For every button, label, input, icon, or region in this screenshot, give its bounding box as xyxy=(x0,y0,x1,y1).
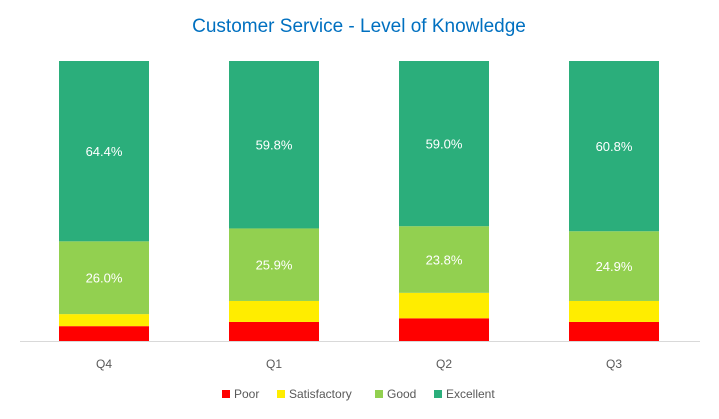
legend-label: Satisfactory xyxy=(289,387,352,401)
x-tick-label: Q3 xyxy=(606,357,622,371)
bar-segment-good-q4 xyxy=(59,241,149,315)
bar-segment-poor-q1 xyxy=(229,321,319,341)
data-label: 64.4% xyxy=(86,144,123,159)
bar-segment-poor-q3 xyxy=(569,321,659,341)
x-tick-label: Q1 xyxy=(266,357,282,371)
legend-item-excellent: Excellent xyxy=(434,387,495,401)
x-tick-label: Q2 xyxy=(436,357,452,371)
bar-segment-poor-q4 xyxy=(59,326,149,341)
bar-segment-satisfactory-q3 xyxy=(569,300,659,322)
data-label: 23.8% xyxy=(426,253,463,268)
legend-label: Excellent xyxy=(446,387,495,401)
bars: 26.0% 64.4% 25.9% 59.8% 23.8% 59.0% 24.9% 60.8% xyxy=(59,61,659,341)
data-label: 24.9% xyxy=(596,259,633,274)
legend-item-good: Good xyxy=(375,387,416,401)
legend-label: Good xyxy=(387,387,416,401)
x-tick-label: Q4 xyxy=(96,357,112,371)
chart-title: Customer Service - Level of Knowledge xyxy=(192,16,526,37)
legend-swatch xyxy=(277,390,285,398)
bar-segment-good-q2 xyxy=(399,226,489,293)
bar-segment-satisfactory-q1 xyxy=(229,300,319,322)
bar-segment-excellent-q3 xyxy=(569,61,659,232)
bar-segment-satisfactory-q4 xyxy=(59,314,149,327)
data-label: 25.9% xyxy=(256,258,293,273)
bar-segment-poor-q2 xyxy=(399,318,489,341)
legend-item-poor: Poor xyxy=(222,387,259,401)
bar-segment-excellent-q4 xyxy=(59,61,149,242)
bar-segment-satisfactory-q2 xyxy=(399,292,489,319)
data-label: 60.8% xyxy=(596,139,633,154)
legend-swatch xyxy=(375,390,383,398)
legend-label: Poor xyxy=(234,387,259,401)
x-axis-ticks: Q4 Q1 Q2 Q3 xyxy=(96,357,622,371)
legend-swatch xyxy=(434,390,442,398)
data-label: 59.8% xyxy=(256,138,293,153)
bar-segment-excellent-q1 xyxy=(229,61,319,229)
bar-segment-good-q1 xyxy=(229,228,319,301)
legend-item-satisfactory: Satisfactory xyxy=(277,387,352,401)
legend-swatch xyxy=(222,390,230,398)
legend: Poor Satisfactory Good Excellent xyxy=(222,387,495,401)
bar-segment-good-q3 xyxy=(569,231,659,301)
bar-segment-excellent-q2 xyxy=(399,61,489,227)
data-label: 26.0% xyxy=(86,271,123,286)
data-label: 59.0% xyxy=(426,137,463,152)
